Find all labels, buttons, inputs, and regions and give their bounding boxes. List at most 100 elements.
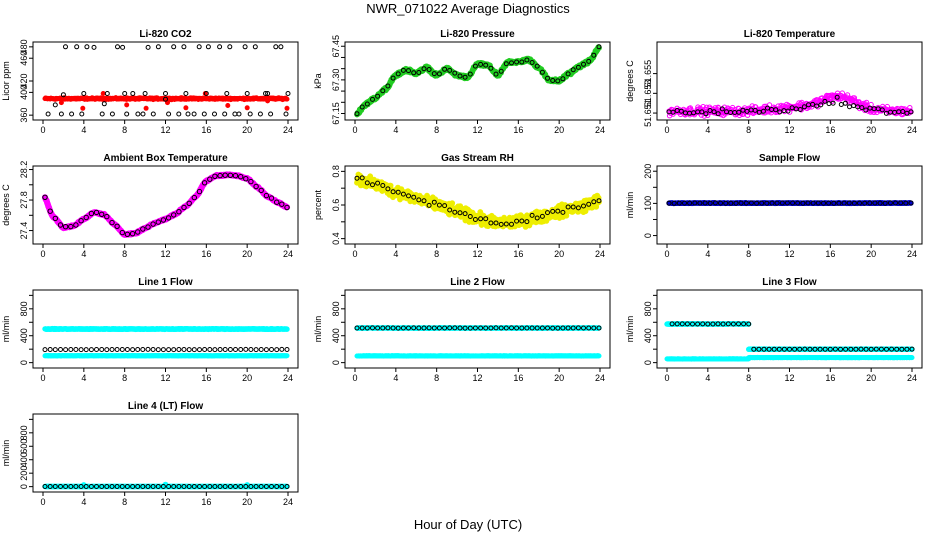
x-tick-label: 12 [784, 249, 794, 259]
data-point-avg [263, 91, 268, 96]
data-point-avg [140, 347, 146, 352]
x-tick-label: 12 [160, 249, 170, 259]
data-point-avg [283, 111, 289, 117]
data-point-avg [68, 347, 74, 352]
y-tick-label: 800 [19, 301, 29, 316]
x-tick-label: 24 [907, 249, 917, 259]
data-point-avg [176, 111, 182, 117]
x-tick-label: 4 [393, 249, 398, 259]
data-point-avg [185, 111, 191, 117]
data-point-avg [101, 101, 107, 107]
data-point-avg [196, 44, 202, 50]
y-tick-label: 460 [19, 51, 29, 66]
x-tick-label: 0 [352, 125, 357, 135]
data-point-avg [163, 91, 168, 96]
data-point-avg [207, 347, 213, 352]
data-point-avg [197, 347, 202, 353]
data-point-avg [273, 44, 279, 50]
data-point-rare-red [58, 100, 64, 106]
data-point-avg [58, 111, 64, 117]
x-tick-label: 8 [122, 373, 127, 383]
x-tick-label: 0 [40, 373, 45, 383]
data-point-avg [243, 346, 249, 352]
x-tick-label: 24 [907, 125, 917, 135]
series-group [666, 200, 914, 207]
data-point-avg [99, 347, 105, 352]
data-point-avg [257, 111, 263, 117]
data-point-avg [42, 347, 48, 353]
data-point-avg [130, 347, 136, 353]
x-tick-label: 16 [513, 249, 523, 259]
data-point-avg [232, 111, 238, 117]
x-tick-label: 12 [160, 373, 170, 383]
data-point-avg [124, 347, 130, 352]
x-tick-label: 0 [664, 125, 669, 135]
x-tick-label: 20 [554, 125, 564, 135]
data-point-avg [109, 111, 115, 117]
series-group [354, 325, 602, 359]
data-point-avg [201, 111, 207, 117]
data-point-avg [252, 44, 258, 50]
data-point-avg [181, 347, 187, 352]
x-tick-label: 12 [160, 125, 170, 135]
x-tick-label: 8 [746, 125, 751, 135]
series-group [41, 171, 291, 238]
y-tick-label: 0.6 [331, 199, 341, 212]
x-tick-label: 16 [825, 125, 835, 135]
data-point-avg [247, 111, 253, 117]
data-point-avg [78, 347, 84, 353]
series-group [354, 44, 602, 118]
panel-title: Ambient Box Temperature [103, 153, 228, 164]
data-point-avg [63, 347, 69, 353]
data-point-avg [244, 91, 250, 96]
data-point-avg [248, 347, 254, 352]
data-point-avg [84, 44, 90, 50]
data-point-avg [145, 346, 151, 352]
data-point-avg [191, 347, 197, 353]
data-point-rare-red [80, 105, 86, 111]
y-tick-label: 400 [19, 85, 29, 100]
data-point-avg [69, 111, 75, 117]
data-point-avg [150, 347, 156, 352]
data-point-avg [52, 347, 58, 353]
x-tick-label: 20 [242, 373, 252, 383]
data-point-avg [279, 346, 285, 352]
data-point-avg [45, 111, 51, 117]
data-point-rare-red [244, 105, 250, 111]
data-point-avg [73, 347, 79, 352]
data-point-avg [115, 44, 120, 50]
y-tick-label: 0 [19, 360, 29, 365]
panel-title: Li-820 CO2 [139, 29, 192, 40]
x-tick-label: 24 [283, 249, 293, 259]
data-point-avg [135, 111, 141, 117]
x-tick-label: 8 [434, 249, 439, 259]
series-group [666, 90, 914, 119]
data-point-raw [449, 200, 456, 207]
x-tick-label: 8 [746, 249, 751, 259]
x-tick-label: 24 [283, 373, 293, 383]
plot-frame [32, 165, 299, 245]
x-tick-label: 0 [40, 125, 45, 135]
data-point-rare-red [284, 105, 290, 111]
y-tick-label: 67.30 [331, 69, 341, 92]
data-point-avg [150, 111, 156, 117]
series-group [42, 44, 291, 117]
data-point-avg [222, 111, 228, 117]
x-tick-label: 8 [122, 125, 127, 135]
panel-title: Line 2 Flow [450, 277, 505, 288]
data-point-avg [227, 44, 233, 50]
y-tick-label: 400 [19, 328, 29, 343]
x-tick-label: 20 [242, 249, 252, 259]
data-point-avg [181, 44, 187, 50]
y-tick-label: 51.655 [643, 60, 653, 88]
data-point-avg [119, 347, 125, 352]
x-tick-label: 0 [664, 249, 669, 259]
data-point-avg [236, 111, 242, 117]
data-point-avg [104, 91, 110, 96]
data-point-avg [142, 91, 148, 96]
x-tick-label: 12 [472, 249, 482, 259]
